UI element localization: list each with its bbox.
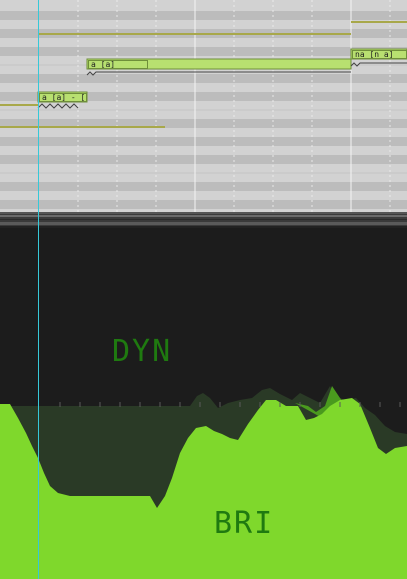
bri-curve	[0, 398, 407, 579]
note-lyric[interactable]: a [a] - [	[39, 93, 87, 102]
playhead-cursor[interactable]	[38, 0, 39, 579]
note-bar[interactable]	[86, 58, 352, 70]
piano-roll[interactable]: a [a] a [a] - [ na [n a]	[0, 0, 407, 212]
parameter-curves	[0, 386, 407, 579]
pitch-indicator	[86, 71, 351, 76]
pitch-indicator	[37, 103, 79, 109]
pane-splitter[interactable]	[0, 212, 407, 228]
bri-label: BRI	[214, 506, 275, 541]
pitch-indicator	[350, 62, 407, 67]
note-lyric[interactable]: a [a]	[88, 60, 148, 69]
piano-roll-grid	[0, 0, 407, 212]
note-lyric[interactable]: na [n a]	[352, 50, 407, 59]
parameter-panel[interactable]: DYN BRI	[0, 228, 407, 579]
dyn-label: DYN	[112, 334, 173, 369]
